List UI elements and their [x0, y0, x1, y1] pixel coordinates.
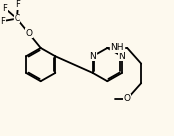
Polygon shape: [110, 45, 124, 51]
Text: N: N: [89, 52, 96, 61]
Polygon shape: [14, 16, 19, 21]
Text: NH: NH: [110, 44, 124, 52]
Text: C: C: [14, 14, 19, 23]
Polygon shape: [90, 53, 96, 59]
Polygon shape: [119, 53, 125, 59]
Text: F: F: [2, 4, 7, 13]
Text: O: O: [25, 29, 32, 38]
Text: F: F: [1, 17, 5, 26]
Text: F: F: [15, 0, 20, 9]
Text: N: N: [119, 52, 125, 61]
Text: O: O: [124, 94, 131, 103]
